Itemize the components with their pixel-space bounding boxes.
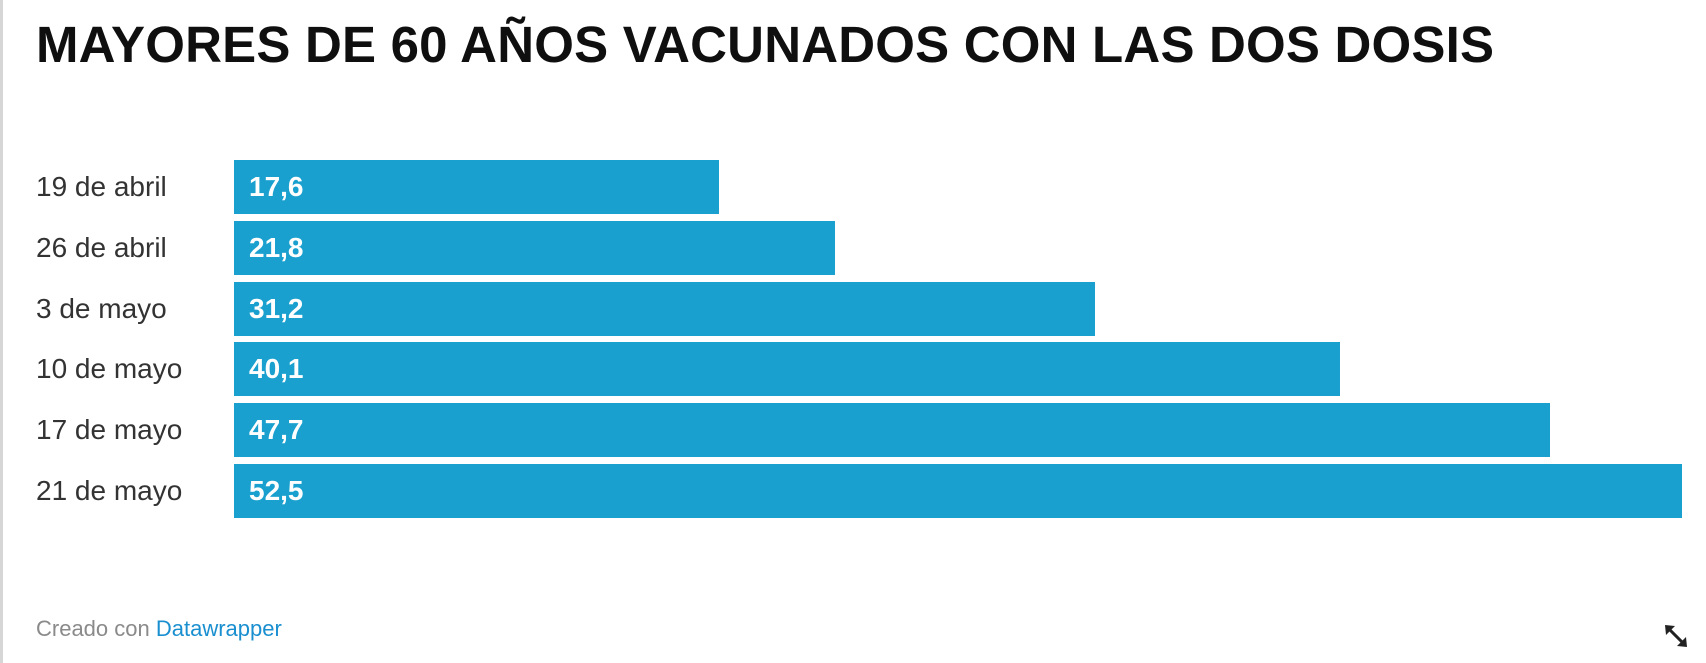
category-label: 26 de abril [36, 232, 167, 263]
expand-arrows-icon[interactable] [1662, 622, 1690, 650]
bar [234, 342, 1340, 396]
category-label: 3 de mayo [36, 293, 167, 324]
left-border [0, 0, 3, 663]
bar [234, 160, 719, 214]
bar-chart: 19 de abril 17,6 26 de abril 21,8 3 de mayo 3… [0, 160, 1706, 570]
bar-value-label: 47,7 [249, 414, 304, 445]
footer-credit: Creado con Datawrapper [36, 614, 282, 644]
bar [234, 221, 835, 275]
bar [234, 403, 1550, 457]
category-label: 19 de abril [36, 171, 167, 202]
bar-value-label: 52,5 [249, 475, 304, 506]
bar-value-label: 21,8 [249, 232, 304, 263]
chart-title: MAYORES DE 60 AÑOS VACUNADOS CON LAS DOS… [36, 16, 1495, 73]
category-label: 10 de mayo [36, 353, 183, 384]
bar [234, 464, 1682, 518]
footer-prefix: Creado con [36, 616, 150, 641]
bar-value-label: 31,2 [249, 293, 304, 324]
bar-value-label: 17,6 [249, 171, 304, 202]
bar-value-label: 40,1 [249, 353, 304, 384]
datawrapper-link[interactable]: Datawrapper [155, 616, 282, 641]
category-label: 17 de mayo [36, 414, 183, 445]
bar [234, 282, 1095, 336]
category-label: 21 de mayo [36, 475, 183, 506]
